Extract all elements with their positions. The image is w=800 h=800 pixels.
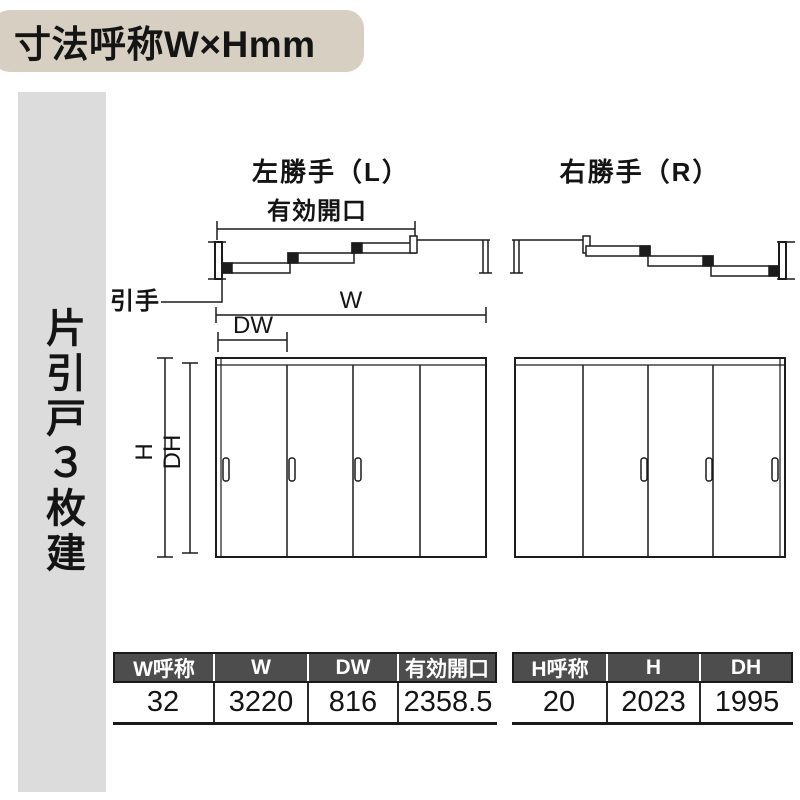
plan-left-title: 左勝手（L） <box>252 157 410 187</box>
elevation-right-frame <box>514 357 786 558</box>
elevation-right <box>514 357 786 558</box>
plan-left-jamb-ticks <box>208 241 226 280</box>
plan-left-jamb <box>214 241 223 280</box>
elevation-right-handle-1-icon <box>640 457 648 482</box>
plan-left-panel-2-pull-icon <box>287 252 299 264</box>
th-h: H <box>608 654 701 681</box>
elevation-left: W DW H DH <box>131 287 487 558</box>
elevation-left-handle-1-icon <box>222 457 230 482</box>
plan-left-panel-3-stile <box>409 235 418 254</box>
plan-left-panel-3-pull-icon <box>351 242 363 254</box>
elevation-left-panel-joints <box>286 365 421 557</box>
td-w-name: 32 <box>113 683 215 722</box>
height-spec-table: H呼称 H DH 20 2023 1995 <box>512 652 793 725</box>
plan-view-left: 左勝手（L） 有効開口 引手 <box>110 157 492 315</box>
dim-ticks-w <box>215 307 487 323</box>
td-h-name: 20 <box>512 683 608 722</box>
product-type-label: 片引戸３枚建 <box>40 307 84 577</box>
th-opening: 有効開口 <box>405 657 489 681</box>
title-badge: 寸法呼称W×Hmm <box>0 10 364 72</box>
dim-ticks-dh <box>182 362 198 554</box>
width-table-header-row: W呼称 W DW 有効開口 <box>113 652 497 683</box>
dim-ticks-h <box>157 357 173 558</box>
height-table-header-row: H呼称 H DH <box>512 652 793 683</box>
plan-right-title: 右勝手（R） <box>560 157 721 187</box>
dim-label-dh: DH <box>159 435 186 470</box>
dim-label-w: W <box>340 287 363 314</box>
dim-ticks-dw <box>217 332 288 352</box>
td-w: 3220 <box>215 683 309 722</box>
th-dh: DH <box>730 655 762 679</box>
th-w-name: W呼称 <box>115 654 215 681</box>
elevation-right-handle-3-icon <box>771 457 779 482</box>
th-dw: DW <box>309 654 399 681</box>
pull-handle-label: 引手 <box>110 287 160 315</box>
plan-right-panel-1-pull-icon <box>639 245 651 257</box>
elevation-right-handle-2-icon <box>705 457 713 482</box>
td-h: 2023 <box>608 683 701 722</box>
width-spec-table: W呼称 W DW 有効開口 32 3220 816 2358.5 <box>113 652 497 725</box>
plan-right-panel-2-pull-icon <box>702 255 714 267</box>
plan-right-panel-3-pull-icon <box>768 265 780 277</box>
effective-opening-label: 有効開口 <box>267 197 367 225</box>
td-opening: 2358.5 <box>403 686 493 718</box>
elevation-right-panel-joints <box>582 365 714 557</box>
th-h-name: H呼称 <box>514 654 608 681</box>
dim-label-h: H <box>131 443 158 460</box>
plan-right-jamb-ticks <box>777 241 795 280</box>
height-table-value-row: 20 2023 1995 <box>512 683 793 725</box>
width-table-value-row: 32 3220 816 2358.5 <box>113 683 497 725</box>
plan-right-wall-return <box>510 240 523 274</box>
td-dw: 816 <box>309 683 399 722</box>
elevation-left-handle-2-icon <box>288 457 296 482</box>
page-title: 寸法呼称W×Hmm <box>14 24 316 65</box>
plan-right-jamb <box>778 241 787 280</box>
plan-left-panel-1-pull-icon <box>221 262 233 274</box>
plan-view-right: 右勝手（R） <box>510 157 795 280</box>
td-dh: 1995 <box>714 686 780 718</box>
th-w: W <box>215 654 309 681</box>
dim-label-dw: DW <box>233 312 273 339</box>
sidebar: 片引戸３枚建 <box>18 92 106 792</box>
pull-handle-leader-line <box>161 278 223 303</box>
elevation-left-handle-3-icon <box>354 457 362 482</box>
plan-left-wall-return <box>479 240 492 274</box>
elevation-left-frame <box>215 357 487 558</box>
